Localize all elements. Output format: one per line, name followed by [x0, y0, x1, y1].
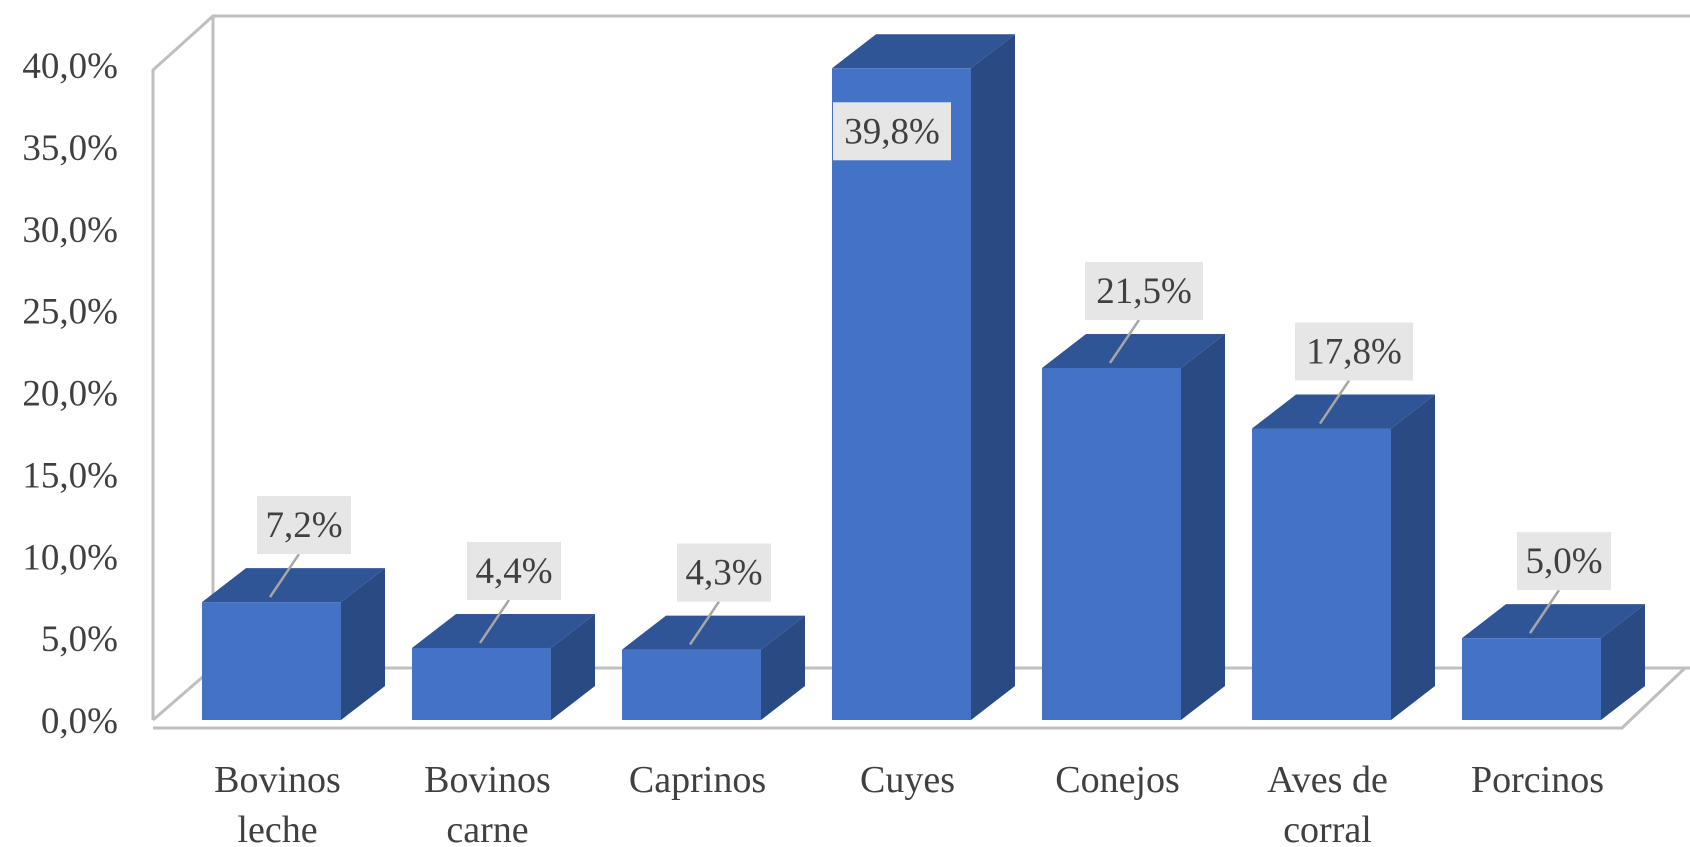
data-label: 21,5%: [1096, 271, 1192, 312]
bar: [1252, 428, 1391, 720]
bar-top: [412, 613, 595, 648]
bar-top: [1252, 394, 1435, 429]
x-category-label: Caprinos: [629, 759, 766, 801]
data-label-leader: [268, 553, 301, 598]
data-label: 17,8%: [1306, 332, 1402, 373]
bar-top: [1042, 333, 1225, 368]
floor-front-edge: [153, 666, 1687, 730]
bar-side: [1391, 394, 1435, 720]
y-tick-label: 10,0%: [22, 537, 118, 578]
bar-top: [202, 568, 385, 603]
y-tick-label: 0,0%: [41, 701, 118, 742]
y-tick-label: 20,0%: [22, 374, 118, 415]
data-label-leader: [478, 599, 511, 644]
data-label-box: [257, 496, 351, 555]
data-label-leader: [1528, 589, 1561, 634]
x-category-label: leche: [237, 809, 317, 847]
x-category-label: Porcinos: [1471, 759, 1604, 801]
data-label-box: [1517, 532, 1611, 591]
x-category-label: Conejos: [1055, 759, 1180, 801]
data-label-box: [1085, 261, 1203, 320]
y-tick-label: 5,0%: [41, 619, 118, 660]
bar-group: 4,4%: [412, 541, 595, 720]
y-tick-label: 35,0%: [22, 128, 118, 169]
data-label: 39,8%: [844, 111, 940, 152]
y-tick-label: 25,0%: [22, 292, 118, 333]
y-tick-label: 30,0%: [22, 210, 118, 251]
data-label-box: [833, 102, 951, 161]
x-category-label: Bovinos: [424, 759, 551, 801]
bar-side: [1601, 604, 1645, 720]
bar-top: [1462, 604, 1645, 639]
data-label-box: [467, 541, 561, 600]
data-label: 5,0%: [1525, 541, 1602, 582]
bar-side: [971, 34, 1015, 720]
bars: 7,2% 4,4% 4,3% 39,8% 21,5% 17,8% 5,0%: [202, 34, 1645, 720]
x-axis: Bovinos leche Bovinos carne Caprinos Cuyes Con…: [214, 759, 1604, 847]
y-tick-label: 15,0%: [22, 455, 118, 496]
data-label-leader: [688, 600, 721, 646]
bar-top: [622, 615, 805, 650]
data-label-box: [1295, 322, 1413, 381]
data-label: 4,4%: [475, 551, 552, 592]
x-category-label: Bovinos: [214, 759, 341, 801]
bar: [1042, 367, 1181, 720]
bar-group: 7,2%: [202, 496, 385, 720]
data-label-leader: [1108, 319, 1141, 364]
x-category-label: Cuyes: [860, 759, 955, 801]
bar-side: [761, 615, 805, 720]
x-category-label: carne: [446, 809, 528, 847]
bar-top: [832, 34, 1015, 69]
bar-group: 39,8%: [832, 34, 1015, 720]
bar-side: [551, 613, 595, 720]
x-category-label: corral: [1283, 809, 1372, 847]
bar-group: 4,3%: [622, 543, 805, 720]
bar: [622, 649, 761, 720]
bar-group: 21,5%: [1042, 261, 1225, 720]
bar-side: [1181, 333, 1225, 720]
bar-group: 5,0%: [1462, 532, 1645, 720]
back-wall-left-edge: [151, 14, 1690, 720]
data-label: 7,2%: [265, 505, 342, 546]
bar: [832, 68, 971, 720]
data-label-box: [677, 543, 771, 602]
data-label: 4,3%: [685, 553, 762, 594]
bar-group: 17,8%: [1252, 322, 1435, 720]
bar: [412, 647, 551, 720]
bar: [202, 602, 341, 720]
y-tick-label: 40,0%: [22, 46, 118, 87]
bar-side: [341, 568, 385, 720]
data-label-leader: [1318, 379, 1351, 425]
bar: [1462, 638, 1601, 720]
y-axis: 0,0% 5,0% 10,0% 15,0% 20,0% 25,0% 30,0% 35,0% 40…: [22, 46, 118, 742]
x-category-label: Aves de: [1267, 759, 1388, 801]
